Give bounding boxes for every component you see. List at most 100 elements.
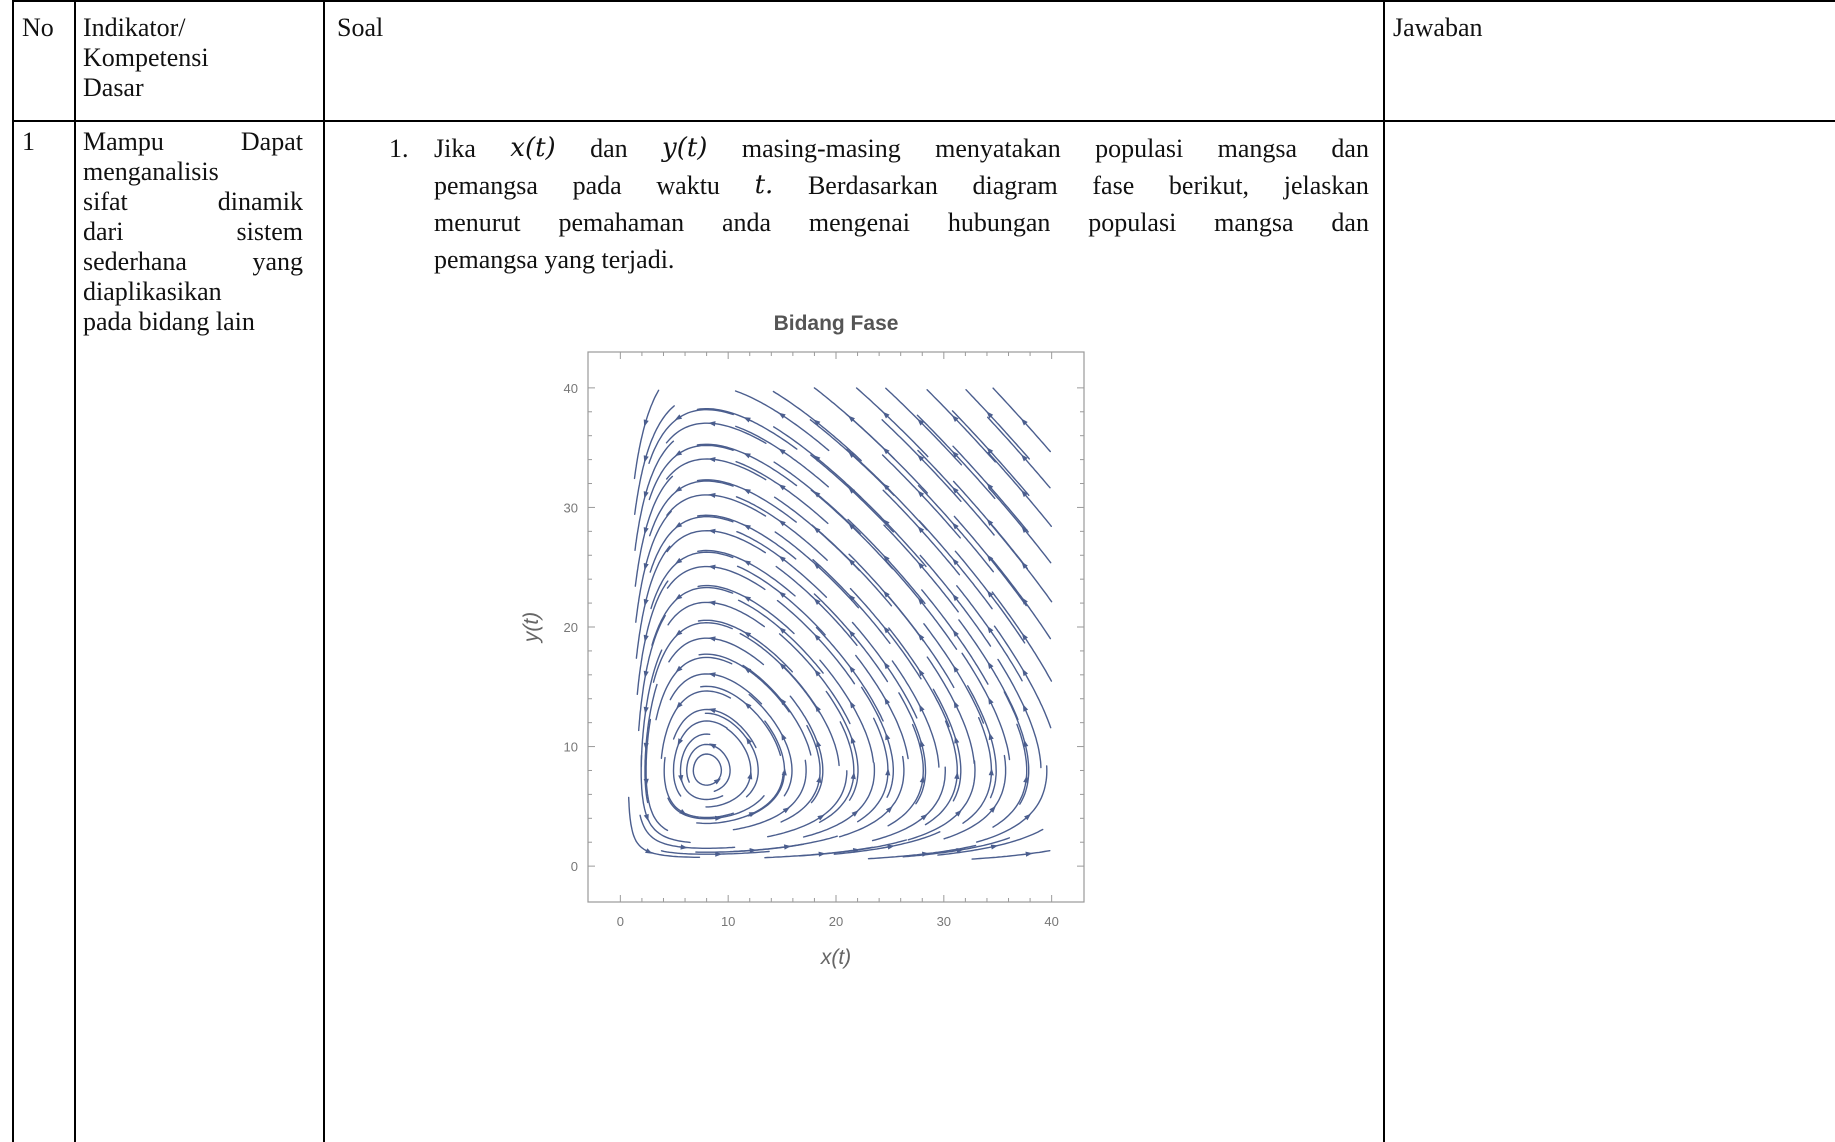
stream-arrow — [919, 775, 925, 783]
header-soal: Soal — [337, 13, 384, 42]
math-t: t. — [754, 170, 774, 200]
stream-arrow — [708, 708, 716, 714]
stream-line — [705, 728, 752, 808]
stream-line — [635, 510, 672, 623]
stream-arrow — [986, 411, 994, 419]
stream-line — [898, 692, 927, 805]
stream-arrow — [852, 848, 861, 854]
stream-arrow — [1021, 561, 1028, 569]
header-indikator-line: Indikator/ — [83, 13, 186, 42]
header-indikator-line: Kompetensi — [83, 43, 209, 72]
stream-line — [649, 516, 734, 573]
stream-arrow — [952, 558, 959, 566]
stream-line — [992, 723, 1028, 828]
stream-line — [885, 593, 955, 689]
chart-title: Bidang Fase — [774, 312, 899, 335]
stream-arrow — [986, 447, 994, 455]
stream-arrow — [643, 706, 649, 715]
stream-line — [919, 554, 992, 647]
stream-arrow — [988, 697, 994, 705]
stream-arrow — [749, 847, 757, 854]
chart-labels: 0 10 20 30 40 0 10 20 30 40 Bidang Fase x(t) y(t) — [520, 312, 1059, 969]
indikator-text: Mampu Dapat menganalisis sifat dinamik dar… — [83, 127, 303, 337]
stream-arrow — [783, 844, 792, 850]
stream-arrow — [643, 455, 649, 463]
x-tick-label: 10 — [721, 914, 735, 929]
stream-line — [634, 475, 674, 587]
indikator-line: sifat dinamik — [83, 187, 303, 216]
stream-arrow — [679, 808, 687, 815]
stream-arrow — [708, 492, 716, 499]
stream-arrow — [883, 626, 890, 634]
stream-line — [775, 565, 858, 646]
stream-line — [810, 454, 894, 533]
col-divider-3 — [1383, 0, 1385, 1142]
stream-arrow — [849, 701, 856, 709]
stream-line — [846, 448, 928, 531]
stream-line — [855, 654, 909, 760]
stream-arrow — [676, 701, 683, 709]
stream-line — [696, 771, 784, 825]
stream-lines — [628, 387, 1053, 860]
stream-line — [855, 387, 929, 458]
stream-line — [881, 419, 962, 502]
stream-arrow — [988, 732, 994, 741]
stream-line — [666, 458, 767, 481]
stream-line — [819, 659, 875, 763]
stream-line — [857, 717, 889, 823]
header-row-divider — [12, 120, 1835, 122]
stream-line — [961, 652, 1011, 761]
indikator-line: Mampu Dapat — [83, 127, 303, 156]
stream-line — [917, 485, 994, 573]
x-tick-label: 30 — [937, 914, 951, 929]
stream-arrow — [883, 661, 890, 670]
stream-line — [926, 389, 996, 463]
stream-line — [789, 695, 824, 804]
stream-arrow — [848, 594, 856, 602]
stream-arrow — [917, 597, 925, 605]
stream-arrow — [919, 704, 925, 712]
stream-line — [732, 759, 807, 831]
stream-arrow — [816, 739, 822, 748]
stream-arrow — [743, 524, 751, 531]
stream-arrow — [1021, 525, 1028, 533]
stream-arrow — [743, 596, 752, 602]
stream-line — [917, 449, 995, 536]
question-line: Jika x(t) dan y(t) masing-masing menyata… — [434, 130, 1369, 167]
stream-arrow — [643, 813, 649, 822]
stream-arrow — [952, 522, 959, 530]
stream-arrow — [917, 418, 925, 426]
stream-line — [809, 419, 895, 496]
stream-line — [818, 721, 855, 823]
stream-arrow — [674, 557, 683, 565]
stream-arrow — [816, 775, 822, 784]
stream-line — [976, 765, 1048, 843]
y-tick-label: 20 — [564, 620, 578, 635]
stream-arrow — [848, 522, 856, 530]
stream-arrow — [1021, 597, 1028, 605]
stream-arrow — [778, 520, 786, 527]
stream-line — [666, 529, 766, 554]
stream-arrow — [953, 665, 959, 673]
x-tick-label: 20 — [829, 914, 843, 929]
table-border-left — [12, 0, 14, 1142]
stream-line — [782, 665, 840, 767]
stream-arrow — [917, 526, 925, 534]
stream-line — [660, 850, 770, 855]
stream-line — [860, 686, 894, 798]
stream-line — [810, 489, 894, 570]
header-indikator: Indikator/ Kompetensi Dasar — [83, 13, 209, 103]
stream-line — [767, 770, 848, 838]
stream-arrow — [883, 554, 890, 562]
stream-line — [639, 814, 736, 849]
y-tick-label: 0 — [571, 859, 578, 874]
stream-arrow — [643, 562, 649, 571]
stream-arrow — [1021, 490, 1028, 498]
stream-line — [811, 524, 893, 607]
stream-arrow — [748, 811, 757, 818]
stream-arrow — [954, 736, 960, 744]
stream-arrow — [952, 629, 959, 637]
stream-arrow — [643, 527, 649, 535]
stream-line — [845, 413, 928, 494]
stream-line — [883, 524, 959, 613]
